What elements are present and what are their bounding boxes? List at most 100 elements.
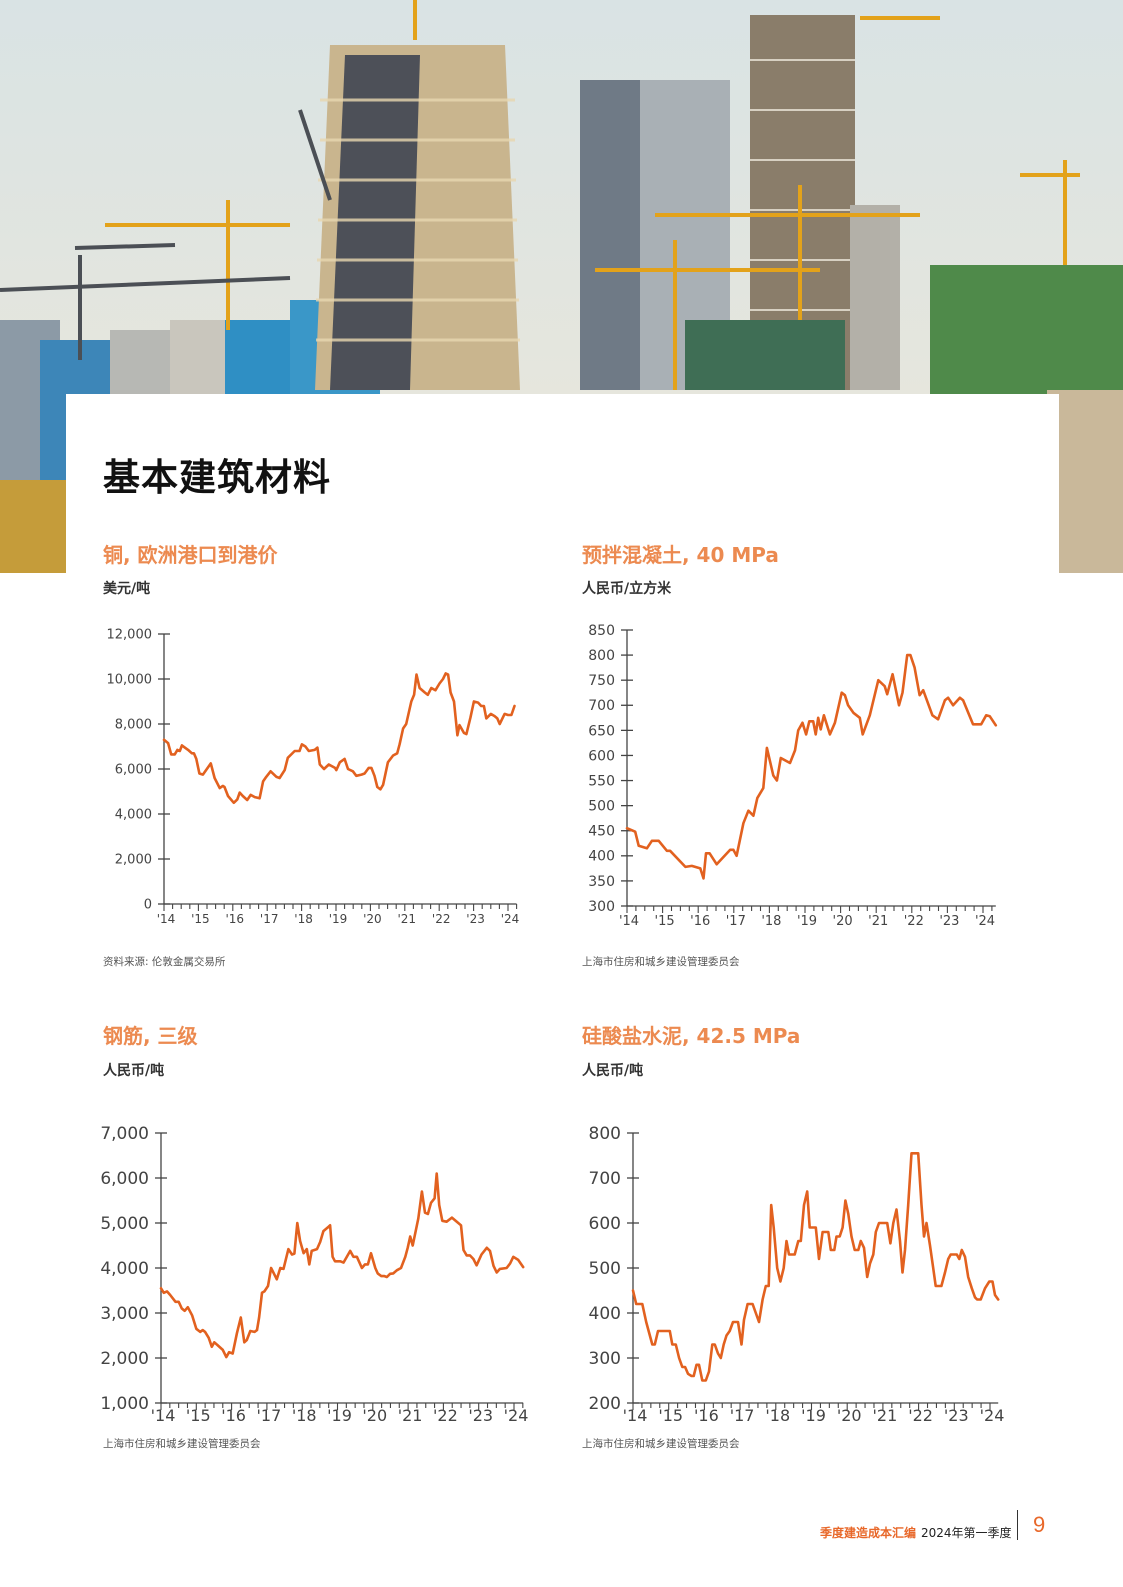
rebar-x-tick-label: '17: [257, 1406, 282, 1425]
cement-x-tick-label: '23: [944, 1406, 969, 1425]
copper-x-tick-label: '21: [398, 912, 417, 926]
rebar-x-tick-label: '21: [398, 1406, 423, 1425]
cement-y-tick-label: 500: [589, 1259, 621, 1279]
concrete-x-tick-label: '14: [619, 914, 639, 929]
rebar-x-tick-label: '14: [151, 1406, 176, 1425]
cement-x-tick-label: '22: [908, 1406, 933, 1425]
concrete-y-tick-label: 800: [588, 648, 615, 664]
concrete-y-tick-label: 350: [588, 874, 615, 890]
cement-y-tick-label: 300: [589, 1349, 621, 1369]
concrete-y-tick-label: 500: [588, 799, 615, 815]
concrete-y-tick-label: 600: [588, 748, 615, 764]
concrete-y-tick-label: 700: [588, 698, 615, 714]
page-heading: 基本建筑材料: [103, 456, 331, 499]
rebar-y-tick-label: 4,000: [100, 1259, 149, 1279]
concrete-y-tick-label: 550: [588, 773, 615, 789]
cement-x-tick-label: '19: [801, 1406, 826, 1425]
rebar-y-tick-label: 2,000: [100, 1349, 149, 1369]
rebar-x-tick-label: '18: [292, 1406, 317, 1425]
concrete-y-tick-label: 450: [588, 824, 615, 840]
copper-x-tick-label: '23: [466, 912, 485, 926]
copper-y-tick-label: 4,000: [115, 808, 152, 823]
page-number: 9: [1033, 1512, 1046, 1537]
cement-x-tick-label: '14: [623, 1406, 648, 1425]
rebar-y-tick-label: 3,000: [100, 1304, 149, 1324]
copper-x-tick-label: '24: [501, 912, 520, 926]
concrete-y-tick-label: 750: [588, 673, 615, 689]
chart-unit-rebar: 人民币/吨: [103, 1063, 165, 1079]
cement-y-tick-label: 200: [589, 1394, 621, 1414]
concrete-y-tick-label: 850: [588, 623, 615, 639]
copper-x-tick-label: '15: [191, 912, 210, 926]
copper-x-tick-label: '16: [226, 912, 245, 926]
cement-y-tick-label: 600: [589, 1214, 621, 1234]
rebar-x-tick-label: '23: [468, 1406, 493, 1425]
rebar-series-line: [159, 1172, 525, 1359]
rebar-y-tick-label: 7,000: [100, 1124, 149, 1144]
copper-x-tick-label: '17: [260, 912, 279, 926]
copper-x-tick-label: '22: [432, 912, 451, 926]
footer-period: 2024年第一季度: [921, 1526, 1012, 1540]
concrete-x-tick-label: '17: [726, 914, 746, 929]
cement-y-tick-label: 800: [589, 1124, 621, 1144]
chart-source-concrete: 上海市住房和城乡建设管理委员会: [582, 956, 740, 968]
concrete-x-tick-label: '21: [868, 914, 888, 929]
cement-y-tick-label: 400: [589, 1304, 621, 1324]
concrete-x-tick-label: '23: [939, 914, 959, 929]
rebar-y-tick-label: 6,000: [100, 1169, 149, 1189]
copper-series-line: [162, 672, 516, 805]
copper-y-tick-label: 12,000: [107, 628, 153, 643]
copper-x-tick-label: '19: [329, 912, 348, 926]
copper-y-tick-label: 10,000: [107, 673, 153, 688]
copper-y-tick-label: 6,000: [115, 763, 152, 778]
content-card: [66, 394, 1059, 1587]
rebar-x-tick-label: '22: [433, 1406, 458, 1425]
chart-title-concrete: 预拌混凝土, 40 MPa: [582, 543, 779, 567]
copper-y-tick-label: 0: [144, 898, 152, 913]
concrete-y-tick-label: 300: [588, 899, 615, 915]
cement-y-tick-label: 700: [589, 1169, 621, 1189]
chart-source-rebar: 上海市住房和城乡建设管理委员会: [103, 1438, 261, 1450]
footer-brand: 季度建造成本汇编: [820, 1526, 917, 1540]
cement-x-tick-label: '20: [837, 1406, 862, 1425]
cement-x-tick-label: '17: [730, 1406, 755, 1425]
concrete-x-tick-label: '22: [904, 914, 924, 929]
concrete-series-line: [625, 653, 998, 880]
chart-title-rebar: 钢筋, 三级: [103, 1024, 198, 1048]
concrete-y-tick-label: 650: [588, 723, 615, 739]
chart-title-copper: 铜, 欧洲港口到港价: [103, 543, 278, 567]
rebar-x-tick-label: '24: [504, 1406, 529, 1425]
rebar-x-tick-label: '15: [186, 1406, 211, 1425]
rebar-y-tick-label: 5,000: [100, 1214, 149, 1234]
chart-unit-copper: 美元/吨: [103, 581, 151, 597]
cement-x-tick-label: '16: [694, 1406, 719, 1425]
concrete-x-tick-label: '20: [833, 914, 853, 929]
concrete-x-tick-label: '15: [655, 914, 675, 929]
cement-x-tick-label: '18: [765, 1406, 790, 1425]
concrete-x-tick-label: '16: [690, 914, 710, 929]
rebar-x-tick-label: '20: [362, 1406, 387, 1425]
cement-x-tick-label: '15: [658, 1406, 683, 1425]
concrete-x-tick-label: '19: [797, 914, 817, 929]
cement-series-line: [631, 1152, 1000, 1382]
rebar-x-tick-label: '16: [221, 1406, 246, 1425]
rebar-y-tick-label: 1,000: [100, 1394, 149, 1414]
concrete-y-tick-label: 400: [588, 849, 615, 865]
copper-y-tick-label: 8,000: [115, 718, 152, 733]
cement-x-tick-label: '21: [873, 1406, 898, 1425]
concrete-x-tick-label: '24: [975, 914, 995, 929]
chart-source-cement: 上海市住房和城乡建设管理委员会: [582, 1438, 740, 1450]
rebar-x-tick-label: '19: [327, 1406, 352, 1425]
chart-unit-cement: 人民币/吨: [582, 1063, 644, 1079]
copper-y-tick-label: 2,000: [115, 853, 152, 868]
footer-divider: [1017, 1510, 1018, 1540]
chart-title-cement: 硅酸盐水泥, 42.5 MPa: [582, 1024, 801, 1048]
copper-x-tick-label: '20: [363, 912, 382, 926]
concrete-x-tick-label: '18: [761, 914, 781, 929]
chart-unit-concrete: 人民币/立方米: [582, 581, 672, 597]
chart-source-copper: 资料来源: 伦敦金属交易所: [103, 956, 226, 968]
copper-x-tick-label: '18: [294, 912, 313, 926]
copper-x-tick-label: '14: [157, 912, 176, 926]
cement-x-tick-label: '24: [980, 1406, 1005, 1425]
